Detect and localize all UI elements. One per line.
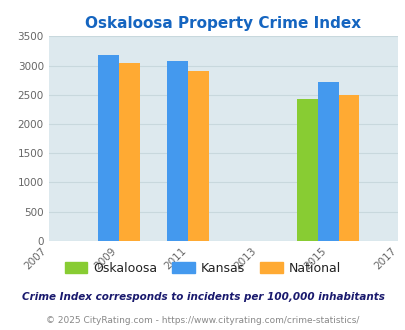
Bar (167, 61, 188, 241)
Bar (296, 99, 317, 241)
Bar (317, 82, 338, 241)
Text: Crime Index corresponds to incidents per 100,000 inhabitants: Crime Index corresponds to incidents per… (21, 292, 384, 302)
Bar (97, 55, 118, 241)
Bar (118, 63, 139, 241)
Legend: Oskaloosa, Kansas, National: Oskaloosa, Kansas, National (60, 257, 345, 280)
Text: © 2025 CityRating.com - https://www.cityrating.com/crime-statistics/: © 2025 CityRating.com - https://www.city… (46, 316, 359, 325)
Bar (338, 95, 358, 241)
Title: Oskaloosa Property Crime Index: Oskaloosa Property Crime Index (85, 16, 360, 31)
Bar (188, 71, 209, 241)
